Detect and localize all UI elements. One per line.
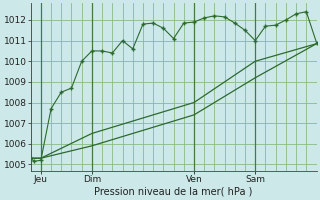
X-axis label: Pression niveau de la mer( hPa ): Pression niveau de la mer( hPa ): [94, 187, 253, 197]
